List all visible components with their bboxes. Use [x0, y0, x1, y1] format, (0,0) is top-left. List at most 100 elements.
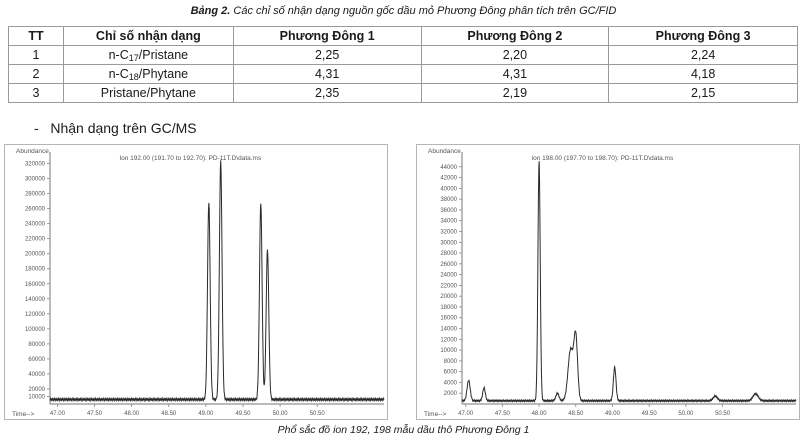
cell-index: Pristane/Phytane: [62, 83, 234, 103]
index-prefix: n-C: [108, 47, 129, 62]
cell-pd1: 2,35: [232, 83, 422, 103]
x-tick-label: 49.00: [198, 411, 214, 417]
y-tick-label: 4000: [444, 380, 458, 386]
header-pd2: Phương Đông 2: [420, 26, 610, 46]
cell-pd2: 4,31: [420, 64, 610, 84]
cell-pd2: 2,20: [420, 45, 610, 65]
x-tick-label: 47.50: [87, 411, 103, 417]
index-subscript: 18: [128, 71, 139, 82]
cell-index: n-C18/Phytane: [62, 64, 234, 84]
y-tick-label: 18000: [440, 305, 457, 311]
y-tick-label: 2000: [444, 391, 458, 397]
table-row: 2 n-C18/Phytane 4,31 4,31 4,18: [8, 64, 798, 84]
chromatogram-ion-192: Abundance Ion 192.00 (191.70 to 192.70): …: [4, 144, 388, 420]
x-tick-label: 49.50: [235, 411, 251, 417]
y-tick-label: 100000: [25, 327, 46, 333]
table-caption: Bảng 2. Các chỉ số nhận dạng nguồn gốc d…: [0, 5, 807, 17]
cell-pd1: 2,25: [232, 45, 422, 65]
y-tick-label: 10000: [440, 348, 457, 354]
index-suffix: /Phytane: [138, 66, 189, 81]
y-axis-label: Abundance: [428, 148, 461, 155]
y-tick-label: 60000: [28, 357, 45, 363]
y-tick-label: 220000: [25, 237, 46, 243]
header-pd1: Phương Đông 1: [232, 26, 422, 46]
chart-frame: [416, 144, 800, 420]
y-tick-label: 200000: [25, 252, 46, 258]
section-heading: - Nhận dạng trên GC/MS: [34, 120, 197, 136]
y-tick-label: 20000: [440, 294, 457, 300]
y-tick-label: 40000: [440, 186, 457, 192]
y-tick-label: 36000: [440, 208, 457, 214]
index-prefix: Pristane/Phytane: [100, 85, 196, 100]
table-caption-text: Các chỉ số nhận dạng nguồn gốc dầu mỏ Ph…: [230, 5, 617, 17]
y-tick-label: 28000: [440, 251, 457, 257]
y-tick-label: 44000: [440, 165, 457, 171]
header-index: Chỉ số nhận dạng: [62, 26, 234, 46]
header-tt: TT: [8, 26, 64, 46]
index-prefix: n-C: [108, 66, 129, 81]
x-tick-label: 50.00: [678, 411, 694, 417]
cell-tt: 3: [8, 83, 64, 103]
x-tick-label: 47.50: [495, 411, 511, 417]
x-tick-label: 49.00: [605, 411, 621, 417]
y-tick-label: 140000: [25, 297, 46, 303]
y-tick-label: 180000: [25, 267, 46, 273]
x-tick-label: 50.50: [310, 411, 326, 417]
x-tick-label: 47.00: [458, 411, 474, 417]
header-pd3: Phương Đông 3: [608, 26, 798, 46]
y-tick-label: 32000: [440, 229, 457, 235]
y-tick-label: 38000: [440, 197, 457, 203]
y-tick-label: 14000: [440, 327, 457, 333]
table-header-row: TT Chỉ số nhận dạng Phương Đông 1 Phương…: [8, 26, 798, 46]
table-row: 3 Pristane/Phytane 2,35 2,19 2,15: [8, 83, 798, 103]
signal-trace: [461, 161, 797, 403]
chromatogram-ion-198: Abundance Ion 198.00 (197.70 to 198.70): …: [416, 144, 800, 420]
cell-pd3: 2,15: [608, 83, 798, 103]
y-tick-label: 160000: [25, 282, 46, 288]
y-tick-label: 40000: [28, 372, 45, 378]
y-tick-label: 300000: [25, 177, 46, 183]
x-tick-label: 48.50: [161, 411, 177, 417]
x-tick-label: 50.50: [715, 411, 731, 417]
identification-table: TT Chỉ số nhận dạng Phương Đông 1 Phương…: [8, 26, 798, 103]
cell-pd2: 2,19: [420, 83, 610, 103]
cell-pd3: 4,18: [608, 64, 798, 84]
y-tick-label: 10000: [28, 394, 45, 400]
y-tick-label: 120000: [25, 312, 46, 318]
x-axis-label: Time-->: [12, 411, 35, 418]
y-tick-label: 280000: [25, 192, 46, 198]
chart-frame: [4, 144, 388, 420]
y-tick-label: 22000: [440, 283, 457, 289]
cell-pd3: 2,24: [608, 45, 798, 65]
y-tick-label: 8000: [444, 359, 458, 365]
x-tick-label: 50.00: [273, 411, 289, 417]
y-tick-label: 12000: [440, 337, 457, 343]
x-tick-label: 47.00: [50, 411, 66, 417]
y-tick-label: 320000: [25, 162, 46, 168]
index-subscript: 17: [128, 52, 139, 63]
x-tick-label: 48.00: [124, 411, 140, 417]
signal-trace: [49, 160, 385, 403]
y-tick-label: 6000: [444, 370, 458, 376]
y-axis-label: Abundance: [16, 148, 49, 155]
chart-title: Ion 192.00 (191.70 to 192.70): PD-11T.D\…: [119, 155, 262, 162]
cell-tt: 1: [8, 45, 64, 65]
y-tick-label: 34000: [440, 219, 457, 225]
table-caption-label: Bảng 2.: [190, 5, 231, 17]
y-tick-label: 240000: [25, 222, 46, 228]
figure-caption: Phổ sắc đồ ion 192, 198 mẫu dầu thô Phươ…: [277, 424, 530, 436]
cell-tt: 2: [8, 64, 64, 84]
y-tick-label: 20000: [28, 387, 45, 393]
y-tick-label: 26000: [440, 262, 457, 268]
cell-pd1: 4,31: [232, 64, 422, 84]
y-tick-label: 30000: [440, 240, 457, 246]
y-tick-label: 42000: [440, 176, 457, 182]
x-tick-label: 49.50: [642, 411, 658, 417]
x-tick-label: 48.50: [568, 411, 584, 417]
index-suffix: /Pristane: [138, 47, 189, 62]
x-axis-label: Time-->: [424, 411, 447, 418]
table-body: 1 n-C17/Pristane 2,25 2,20 2,24 2 n-C18/Phytan…: [8, 45, 798, 103]
y-tick-label: 80000: [28, 342, 45, 348]
y-tick-label: 16000: [440, 316, 457, 322]
chart-title: Ion 198.00 (197.70 to 198.70): PD-11T.D\…: [531, 155, 674, 162]
